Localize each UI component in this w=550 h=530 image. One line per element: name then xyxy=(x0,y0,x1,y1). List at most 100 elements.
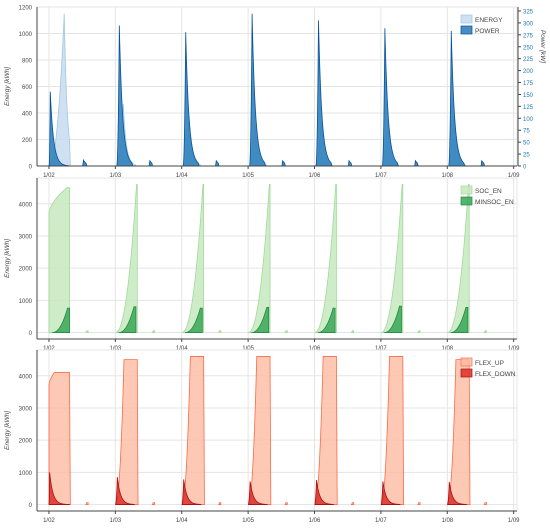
area-minsoc-en xyxy=(185,307,203,333)
plot-area xyxy=(36,349,518,512)
x-tick-label: 1/07 xyxy=(375,518,387,524)
area-power xyxy=(148,159,154,166)
legend-label-minsoc-en: MINSOC_EN xyxy=(475,199,514,206)
legend-swatch-minsoc-en xyxy=(460,196,473,206)
legend-label-power: POWER xyxy=(475,28,500,35)
area-soc-en xyxy=(447,184,470,333)
x-tick-label: 1/04 xyxy=(176,518,188,524)
y-axis-title: Energy [kWh] xyxy=(4,411,11,450)
y2-tick-label: 25 xyxy=(523,153,530,159)
area-power xyxy=(48,91,70,166)
area-minsoc-en xyxy=(450,307,469,333)
y-tick-label: 1000 xyxy=(19,299,33,305)
area-soc-en xyxy=(314,184,337,333)
chart-panel-soc: 0 1000 2000 3000 4000 1/02 1/03 1/04 1/05 1/06 1/0… xyxy=(4,177,520,352)
area-soc-en xyxy=(417,330,421,333)
x-tick-label: 1/02 xyxy=(43,346,55,352)
chart-panel-flex: 0 1000 2000 3000 4000 1/02 1/03 1/04 1/05 1/06 1/0… xyxy=(4,349,520,524)
x-tick-label: 1/04 xyxy=(176,346,188,352)
area-flex-up xyxy=(417,502,421,505)
area-soc-en xyxy=(85,330,89,333)
area-soc-en xyxy=(181,184,205,333)
y2-tick-label: 125 xyxy=(523,105,534,111)
area-flex-down xyxy=(181,479,202,505)
area-minsoc-en xyxy=(317,307,336,333)
area-flex-up xyxy=(483,502,487,505)
legend-label-flex-down: FLEX_DOWN xyxy=(475,371,516,378)
x-tick-label: 1/08 xyxy=(441,518,453,524)
series-group xyxy=(48,184,487,333)
area-power xyxy=(347,159,353,166)
y-tick-label: 0 xyxy=(29,503,33,509)
area-power xyxy=(381,28,399,166)
y-tick-label: 600 xyxy=(22,85,33,91)
y2-tick-label: 225 xyxy=(523,57,534,63)
y-tick-label: 200 xyxy=(22,138,33,144)
area-flex-up xyxy=(218,502,222,505)
area-flex-up xyxy=(248,356,272,505)
y2-tick-label: 50 xyxy=(523,141,530,147)
area-flex-down xyxy=(247,481,268,505)
area-flex-up xyxy=(48,372,71,505)
area-soc-en xyxy=(284,330,288,333)
x-tick-label: 1/03 xyxy=(109,173,121,179)
y2-tick-label: 100 xyxy=(523,117,534,123)
x-tick-label: 1/07 xyxy=(375,346,387,352)
area-power xyxy=(447,30,466,166)
legend: SOC_EN MINSOC_EN xyxy=(460,185,514,206)
area-minsoc-en xyxy=(118,306,137,333)
area-power xyxy=(82,158,88,166)
y-tick-label: 0 xyxy=(29,165,33,171)
area-flex-down xyxy=(447,481,467,505)
y-tick-label: 1000 xyxy=(19,471,33,477)
area-flex-up xyxy=(151,502,155,505)
area-flex-down xyxy=(314,480,334,505)
area-soc-en xyxy=(151,330,155,333)
legend-label-energy: ENERGY xyxy=(475,17,503,24)
x-tick-label: 1/06 xyxy=(309,346,321,352)
legend-label-soc-en: SOC_EN xyxy=(475,188,502,195)
x-tick-label: 1/05 xyxy=(242,518,254,524)
area-soc-en xyxy=(218,330,222,333)
legend: ENERGY POWER xyxy=(460,14,503,35)
area-flex-up xyxy=(85,502,89,505)
y-tick-label: 3000 xyxy=(19,406,33,412)
x-tick-label: 1/02 xyxy=(43,173,55,179)
y2-tick-label: 300 xyxy=(523,21,534,27)
y2-tick-label: 275 xyxy=(523,33,534,39)
y2-tick-label: 250 xyxy=(523,45,534,51)
area-flex-up xyxy=(284,502,288,505)
y-tick-label: 1000 xyxy=(19,32,33,38)
y-tick-label: 800 xyxy=(22,59,33,65)
area-power xyxy=(182,32,200,166)
y2-tick-label: 200 xyxy=(523,69,534,75)
area-flex-up xyxy=(181,356,205,505)
legend-swatch-power xyxy=(460,25,473,35)
x-tick-label: 1/09 xyxy=(508,173,520,179)
x-tick-label: 1/05 xyxy=(242,173,254,179)
area-minsoc-en xyxy=(251,307,270,333)
area-power xyxy=(248,13,266,166)
y-tick-label: 400 xyxy=(22,112,33,118)
series-group xyxy=(48,13,486,166)
area-flex-down xyxy=(380,481,401,505)
legend-swatch-flex-up xyxy=(460,357,473,367)
legend-swatch-energy xyxy=(460,14,473,24)
y-axis-title: Energy [kWh] xyxy=(4,67,11,106)
plot-area xyxy=(36,177,518,340)
y2-tick-label: 325 xyxy=(523,9,534,15)
x-tick-label: 1/03 xyxy=(109,518,121,524)
series-group xyxy=(48,356,487,505)
x-tick-label: 1/03 xyxy=(109,346,121,352)
area-power xyxy=(281,159,286,166)
area-flex-down xyxy=(48,472,70,505)
area-minsoc-en xyxy=(52,307,70,333)
area-flex-up xyxy=(314,356,338,505)
area-soc-en xyxy=(483,330,487,333)
area-soc-en xyxy=(115,184,138,333)
x-tick-label: 1/09 xyxy=(508,346,520,352)
y2-tick-label: 150 xyxy=(523,93,534,99)
x-tick-label: 1/04 xyxy=(176,173,188,179)
